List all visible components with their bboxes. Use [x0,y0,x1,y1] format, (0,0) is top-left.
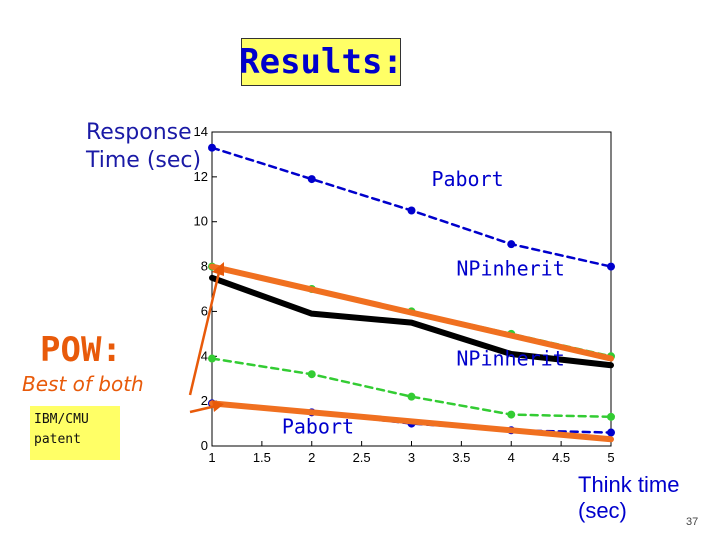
x-axis-label: Think time (sec) [578,472,679,524]
series-annotation: Pabort [431,167,503,191]
slide-title: Results: [239,38,403,86]
series-5-point [208,354,216,363]
x-tick-label: 1 [208,450,215,465]
series-annotation: Pabort [282,415,354,439]
pow-label: POW: [40,330,122,370]
arrow-to-lower-line [189,404,217,414]
chart-axes: 1 1.5 2 2.5 3 3.5 4 4.5 5 0 2 4 6 8 10 12 14 [194,124,615,465]
y-tick-label: 12 [194,169,208,184]
series-1-point [208,143,216,152]
x-tick-label: 1.5 [253,450,271,465]
series-5-point [607,412,615,421]
series-annotation: NPinherit [456,346,564,370]
y-tick-label: 6 [201,303,208,318]
pow-arrows [188,262,224,414]
y-tick-label: 4 [201,348,208,363]
series-line-3 [209,274,614,369]
chart-series [208,143,615,443]
chart-annotations: Pabort NPinherit NPinherit Pabort [282,167,565,439]
x-tick-label: 5 [607,450,614,465]
y-axis-label-line-2: Time (sec) [86,148,202,173]
y-tick-label: 10 [194,214,208,229]
series-annotation: NPinherit [456,257,564,281]
ibm-cmu-badge: IBM/CMU patent [30,406,120,460]
series-5-point [507,410,516,419]
best-of-both-label: Best of both [22,372,144,396]
x-tick-label: 2.5 [353,450,371,465]
series-line-4 [209,263,614,362]
series-1-point [407,206,416,215]
series-1-point [507,240,516,249]
x-tick-label: 3 [408,450,415,465]
x-axis-label-line-2: (sec) [578,498,627,523]
series-5-point [407,392,416,401]
x-tick-label: 4.5 [552,450,570,465]
badge-line-2: patent [34,432,81,447]
arrow-head-lower-icon [212,400,224,412]
y-tick-label: 2 [201,393,208,408]
series-1-point [307,175,316,184]
x-tick-label: 2 [308,450,315,465]
badge-line-1: IBM/CMU [34,412,89,427]
y-tick-label: 0 [201,438,208,453]
x-axis-label-line-1: Think time [578,472,680,497]
arrow-to-upper-line [188,267,222,396]
y-tick-label: 8 [201,259,208,274]
arrow-head-upper-icon [212,262,224,276]
series-5-point [307,370,316,379]
x-tick-label: 4 [508,450,515,465]
series-line-7 [209,400,614,443]
series-6-point [607,428,615,437]
x-tick-label: 3.5 [452,450,470,465]
y-tick-label: 14 [194,124,208,139]
y-axis-label-line-1: Response [86,120,192,145]
page-number: 37 [686,516,699,528]
y-axis-label: Response Time (sec) [86,119,201,175]
series-1-point [607,262,615,271]
